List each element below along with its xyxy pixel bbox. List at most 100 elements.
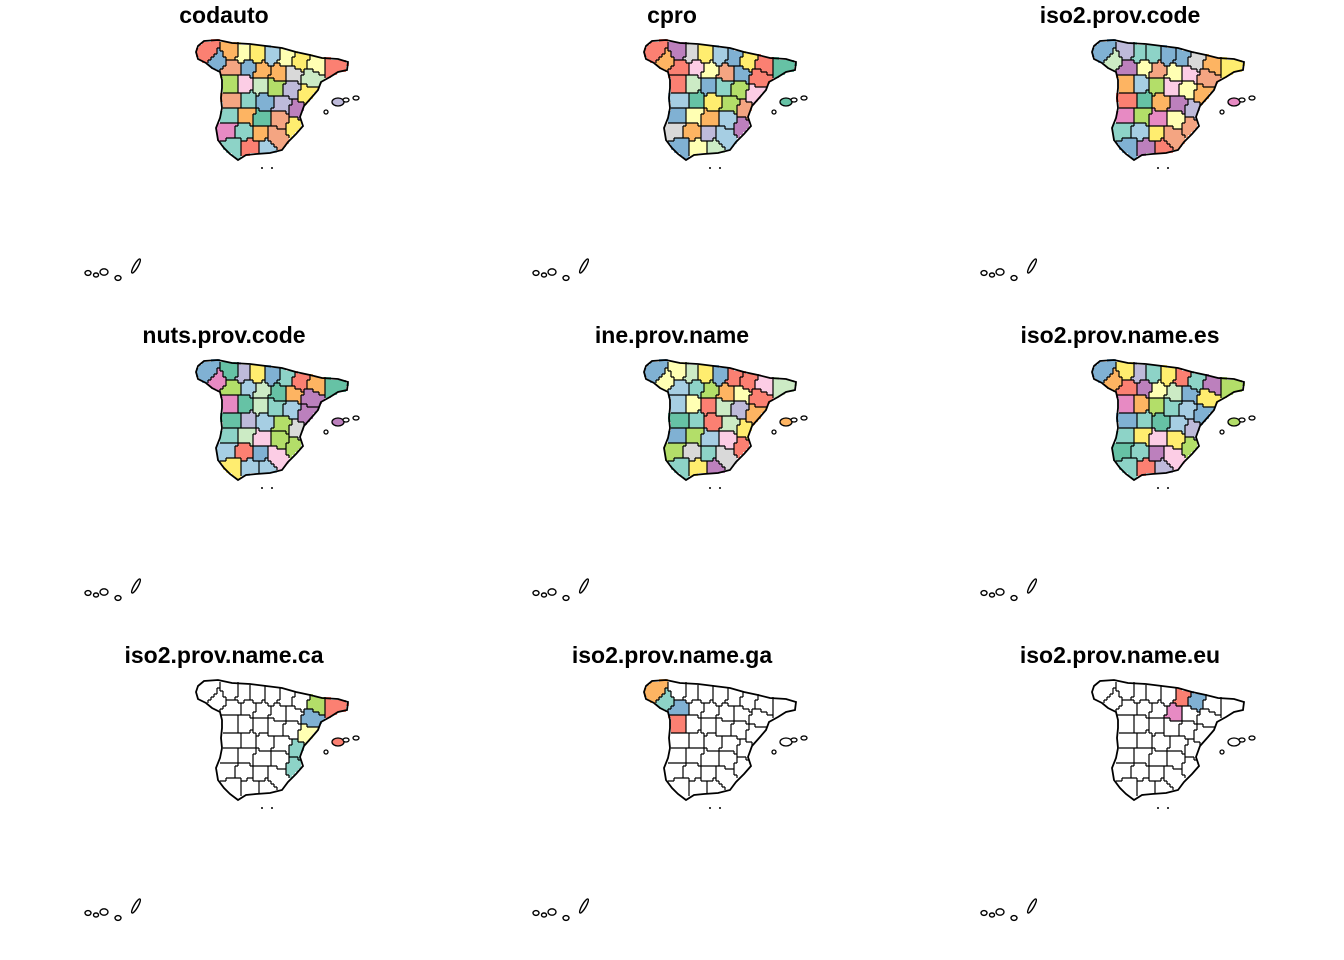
province-region [220,700,241,715]
province-region [208,368,226,392]
province-region [217,443,238,461]
province-region [1137,380,1152,398]
province-region [1149,718,1164,736]
province-region [1116,715,1134,733]
balearic-island [1238,97,1246,103]
balearic-island [331,97,345,107]
province-region [1137,730,1152,748]
province-region [1155,458,1173,473]
province-region [716,63,734,81]
province-region [701,428,719,446]
province-region [1221,377,1245,398]
canary-island [980,589,988,597]
province-region [1173,368,1191,386]
province-region [220,733,241,748]
canary-island [130,258,142,274]
canary-island [1026,258,1038,274]
province-region [719,111,737,129]
province-region [686,748,704,766]
province-region [235,763,253,781]
canary-island [1010,274,1018,282]
province-region [271,736,292,754]
balearic-island [1219,749,1225,755]
balearic-island [800,415,808,421]
province-region [1161,365,1176,386]
province-region [1113,763,1134,781]
spain-province-map [84,679,360,922]
province-region [1182,117,1197,138]
canary-island [562,594,570,602]
panel-title: cpro [647,2,697,28]
balearic-island [1248,735,1256,741]
canary-island [562,914,570,922]
province-region [1167,96,1188,114]
province-region [704,93,722,111]
canary-island [578,898,590,914]
province-region [277,48,295,66]
province-region [1149,700,1167,718]
balearic-island [323,109,329,115]
province-region [668,108,686,123]
province-region [271,416,292,434]
province-region [286,117,301,138]
ceuta-melilla-dot [709,167,711,169]
province-region [253,78,268,96]
province-region [668,395,686,413]
province-region [1104,368,1122,392]
province-region [707,138,725,153]
province-region [734,117,749,138]
ceuta-melilla-dot [709,807,711,809]
province-region [238,748,256,766]
province-region [701,60,719,78]
province-region [235,42,250,63]
ceuta-melilla-dot [1157,807,1159,809]
balearic-island [771,429,777,435]
balearic-island [1219,429,1225,435]
province-region [1134,748,1152,766]
province-region [698,45,713,63]
map-panel: codauto [0,0,448,320]
province-region [731,401,749,419]
canary-island [1010,914,1018,922]
map-panel: iso2.prov.name.eu [896,640,1344,960]
province-region [1155,138,1173,153]
province-region [208,688,226,712]
balearic-island [1248,95,1256,101]
canary-island [114,914,122,922]
province-region [689,60,704,78]
province-region [1116,75,1134,93]
province-region [259,138,277,153]
spain-province-map [532,679,808,922]
province-region [1134,395,1149,413]
province-region [256,733,274,751]
province-region [1104,48,1122,72]
canary-island [995,268,1005,276]
province-region [1188,51,1206,72]
province-region [719,416,740,434]
province-region [238,395,253,413]
province-region [1146,685,1161,703]
province-region [1149,60,1167,78]
province-region [1188,691,1206,712]
province-region [1137,410,1152,428]
province-region [689,458,707,476]
province-region [268,398,286,416]
province-region [286,386,304,404]
province-region [1116,682,1134,700]
province-region [220,413,241,428]
province-region [665,763,686,781]
canary-island [130,898,142,914]
panel-title: ine.prov.name [594,322,750,348]
balearic-island [1227,97,1241,107]
province-region [1164,703,1182,721]
map-panel: iso2.prov.name.es [896,320,1344,640]
province-region [1164,718,1182,736]
ceuta-melilla-dot [271,807,273,809]
spain-province-map [532,359,808,602]
province-region [1116,413,1137,428]
province-region [220,138,241,159]
province-region [253,748,271,766]
province-region [701,380,719,398]
province-region [241,90,256,108]
